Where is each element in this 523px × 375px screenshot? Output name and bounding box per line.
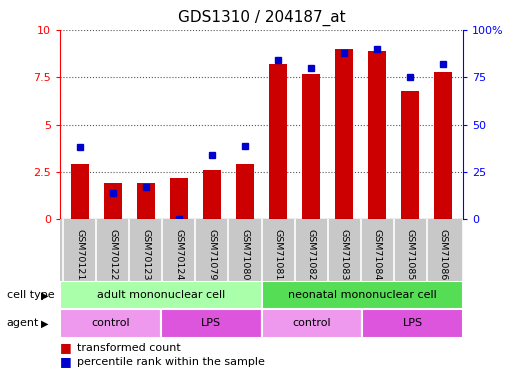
Text: agent: agent: [7, 318, 39, 328]
Title: GDS1310 / 204187_at: GDS1310 / 204187_at: [178, 10, 345, 26]
Bar: [368, 51, 386, 219]
Text: ■: ■: [60, 342, 76, 354]
Bar: [104, 183, 122, 219]
Bar: [60, 219, 463, 281]
Bar: [60, 309, 161, 338]
Bar: [335, 49, 353, 219]
Text: neonatal mononuclear cell: neonatal mononuclear cell: [288, 290, 437, 300]
Bar: [161, 309, 262, 338]
Bar: [236, 165, 254, 219]
Text: GSM71083: GSM71083: [339, 229, 348, 280]
Text: GSM71086: GSM71086: [439, 229, 448, 280]
Text: ▶: ▶: [41, 318, 49, 328]
Text: GSM71084: GSM71084: [372, 229, 382, 280]
Bar: [362, 309, 463, 338]
Text: GSM71080: GSM71080: [241, 229, 249, 280]
Text: GSM70124: GSM70124: [175, 229, 184, 280]
Text: control: control: [91, 318, 130, 328]
Text: GSM71079: GSM71079: [208, 229, 217, 280]
Text: GSM70121: GSM70121: [75, 229, 84, 280]
Bar: [434, 72, 452, 219]
Text: ▶: ▶: [41, 290, 49, 300]
Text: control: control: [292, 318, 331, 328]
Bar: [262, 309, 362, 338]
Text: transformed count: transformed count: [77, 343, 180, 353]
Bar: [302, 74, 320, 219]
Text: ■: ■: [60, 356, 76, 368]
Bar: [203, 170, 221, 219]
Text: GSM71085: GSM71085: [405, 229, 415, 280]
Bar: [71, 165, 89, 219]
Text: percentile rank within the sample: percentile rank within the sample: [77, 357, 265, 367]
Text: cell type: cell type: [7, 290, 54, 300]
Bar: [262, 281, 463, 309]
Bar: [269, 64, 287, 219]
Text: adult mononuclear cell: adult mononuclear cell: [97, 290, 225, 300]
Bar: [401, 91, 419, 219]
Text: GSM70122: GSM70122: [108, 229, 118, 280]
Text: GSM70123: GSM70123: [141, 229, 151, 280]
Text: LPS: LPS: [201, 318, 221, 328]
Text: GSM71082: GSM71082: [306, 229, 315, 280]
Text: LPS: LPS: [403, 318, 423, 328]
Text: GSM71081: GSM71081: [274, 229, 282, 280]
Bar: [137, 183, 155, 219]
Bar: [60, 281, 262, 309]
Bar: [170, 178, 188, 219]
